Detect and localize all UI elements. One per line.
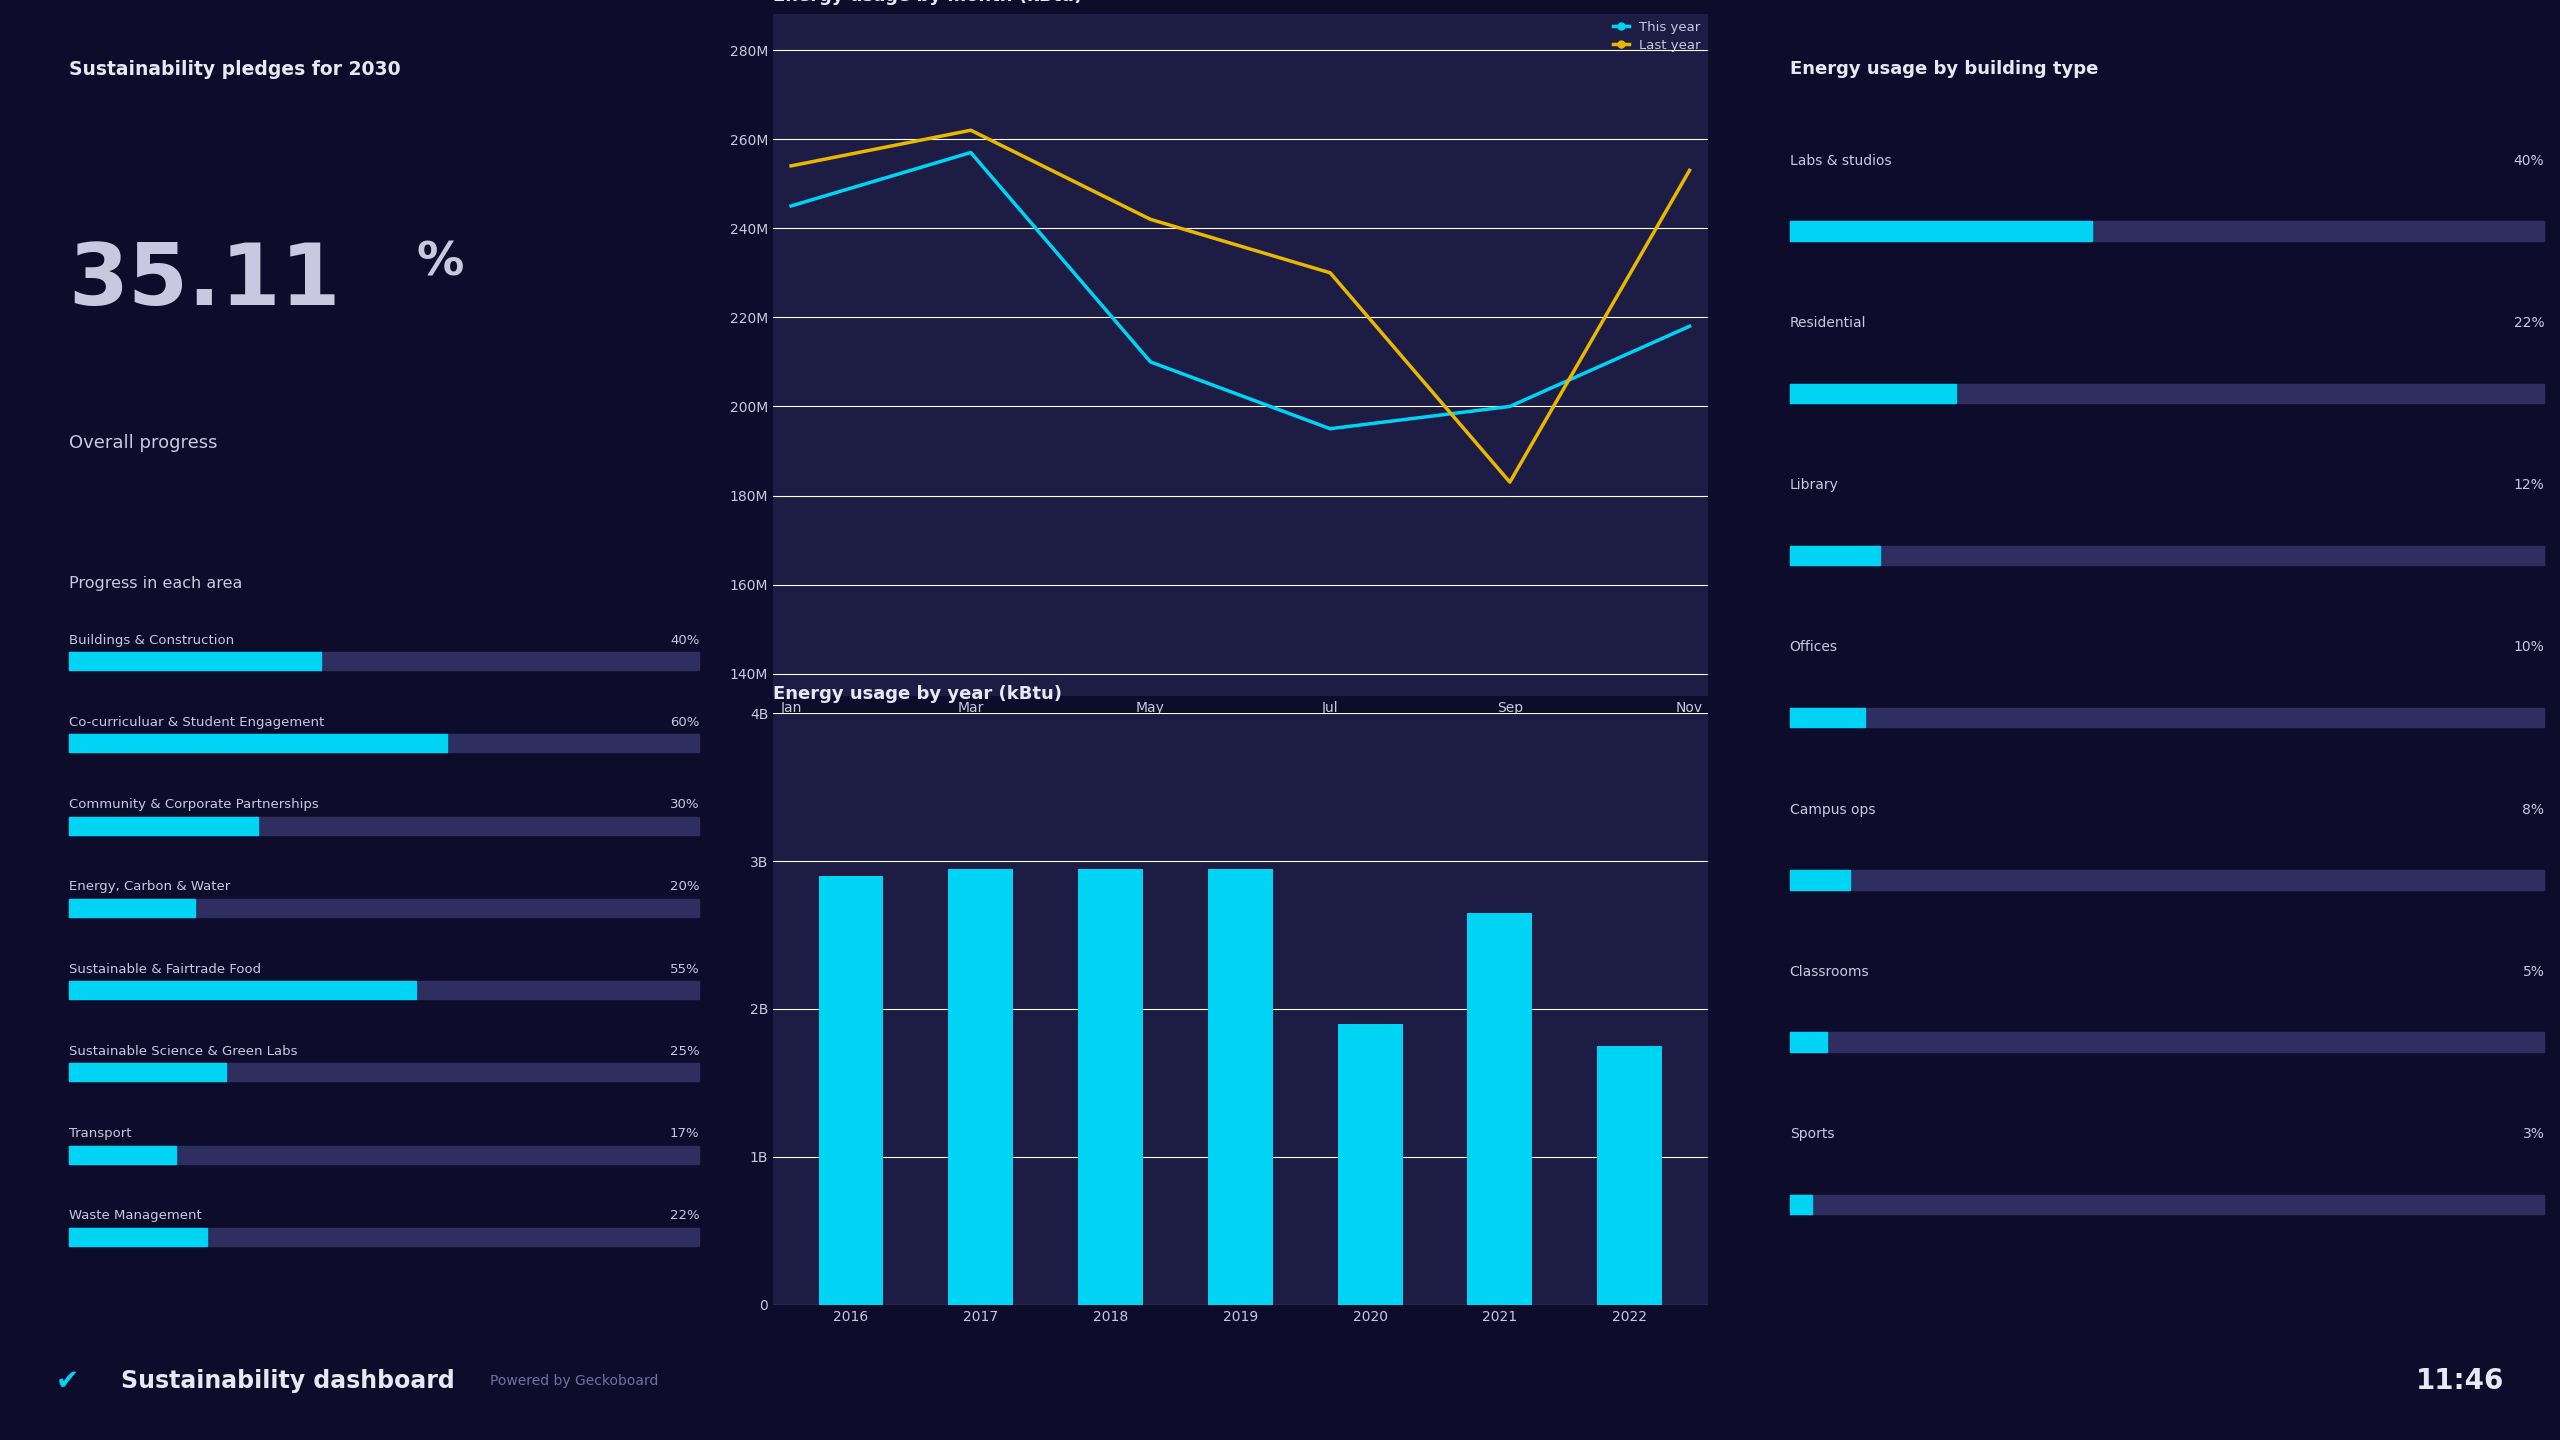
- Legend: This year, Last year: This year, Last year: [1613, 22, 1700, 52]
- Text: 60%: 60%: [671, 716, 699, 729]
- Bar: [69, 1146, 699, 1164]
- Text: %: %: [417, 240, 463, 285]
- Text: 20%: 20%: [671, 880, 699, 893]
- Text: 17%: 17%: [671, 1128, 699, 1140]
- Text: Sustainable Science & Green Labs: Sustainable Science & Green Labs: [69, 1045, 297, 1058]
- Bar: [1789, 1032, 1828, 1051]
- Text: Co-curriculuar & Student Engagement: Co-curriculuar & Student Engagement: [69, 716, 325, 729]
- Text: 40%: 40%: [671, 634, 699, 647]
- Text: Energy usage by month (kBtu): Energy usage by month (kBtu): [773, 0, 1083, 4]
- Text: Energy usage by year (kBtu): Energy usage by year (kBtu): [773, 685, 1062, 703]
- Bar: [1467, 913, 1533, 1305]
- Bar: [819, 876, 883, 1305]
- Text: 22%: 22%: [671, 1210, 699, 1223]
- Text: Powered by Geckoboard: Powered by Geckoboard: [489, 1374, 658, 1388]
- Bar: [69, 652, 699, 670]
- Text: 8%: 8%: [2522, 802, 2545, 816]
- Text: 55%: 55%: [671, 963, 699, 976]
- Text: 40%: 40%: [2514, 154, 2545, 167]
- Bar: [1789, 546, 2545, 564]
- Bar: [1339, 1024, 1403, 1305]
- Text: ✔: ✔: [56, 1367, 79, 1395]
- Text: 25%: 25%: [671, 1045, 699, 1058]
- Text: 30%: 30%: [671, 798, 699, 811]
- Bar: [69, 734, 448, 753]
- Text: Overall progress: Overall progress: [69, 433, 218, 452]
- Text: 22%: 22%: [2514, 315, 2545, 330]
- Text: 11:46: 11:46: [2417, 1367, 2504, 1395]
- Text: Labs & studios: Labs & studios: [1789, 154, 1892, 167]
- Bar: [1078, 868, 1142, 1305]
- Text: Waste Management: Waste Management: [69, 1210, 202, 1223]
- Bar: [1789, 383, 1956, 403]
- Bar: [1789, 1032, 2545, 1051]
- Bar: [1789, 870, 1851, 890]
- Text: Residential: Residential: [1789, 315, 1866, 330]
- Bar: [947, 868, 1014, 1305]
- Text: Offices: Offices: [1789, 641, 1838, 654]
- Bar: [69, 1146, 177, 1164]
- Text: Buildings & Construction: Buildings & Construction: [69, 634, 233, 647]
- Bar: [69, 1063, 699, 1081]
- Bar: [69, 1063, 225, 1081]
- Bar: [1789, 1195, 1812, 1214]
- Text: 3%: 3%: [2522, 1128, 2545, 1140]
- Bar: [69, 981, 699, 999]
- Text: Library: Library: [1789, 478, 1838, 492]
- Text: Energy usage by building type: Energy usage by building type: [1789, 59, 2099, 78]
- Bar: [69, 816, 259, 835]
- Bar: [1789, 222, 2545, 240]
- Bar: [1789, 1195, 2545, 1214]
- Text: 10%: 10%: [2514, 641, 2545, 654]
- Text: Sports: Sports: [1789, 1128, 1833, 1140]
- Bar: [69, 981, 415, 999]
- Text: Community & Corporate Partnerships: Community & Corporate Partnerships: [69, 798, 317, 811]
- Bar: [69, 734, 699, 753]
- Bar: [1789, 870, 2545, 890]
- Text: Classrooms: Classrooms: [1789, 965, 1869, 979]
- Bar: [69, 1228, 699, 1246]
- Text: 12%: 12%: [2514, 478, 2545, 492]
- Bar: [1789, 546, 1879, 564]
- Bar: [1597, 1045, 1661, 1305]
- Bar: [69, 652, 320, 670]
- Text: Energy, Carbon & Water: Energy, Carbon & Water: [69, 880, 230, 893]
- Bar: [1208, 868, 1272, 1305]
- Text: 5%: 5%: [2522, 965, 2545, 979]
- Text: 35.11: 35.11: [69, 240, 340, 323]
- Text: Progress in each area: Progress in each area: [69, 576, 243, 590]
- Text: Sustainability dashboard: Sustainability dashboard: [120, 1369, 456, 1392]
- Bar: [69, 816, 699, 835]
- Text: Sustainable & Fairtrade Food: Sustainable & Fairtrade Food: [69, 963, 261, 976]
- Bar: [1789, 708, 2545, 727]
- Bar: [69, 899, 195, 917]
- Text: Transport: Transport: [69, 1128, 131, 1140]
- Text: Sustainability pledges for 2030: Sustainability pledges for 2030: [69, 59, 399, 79]
- Bar: [1789, 383, 2545, 403]
- Bar: [1789, 222, 2092, 240]
- Bar: [69, 1228, 207, 1246]
- Bar: [1789, 708, 1866, 727]
- Bar: [69, 899, 699, 917]
- Text: Campus ops: Campus ops: [1789, 802, 1874, 816]
